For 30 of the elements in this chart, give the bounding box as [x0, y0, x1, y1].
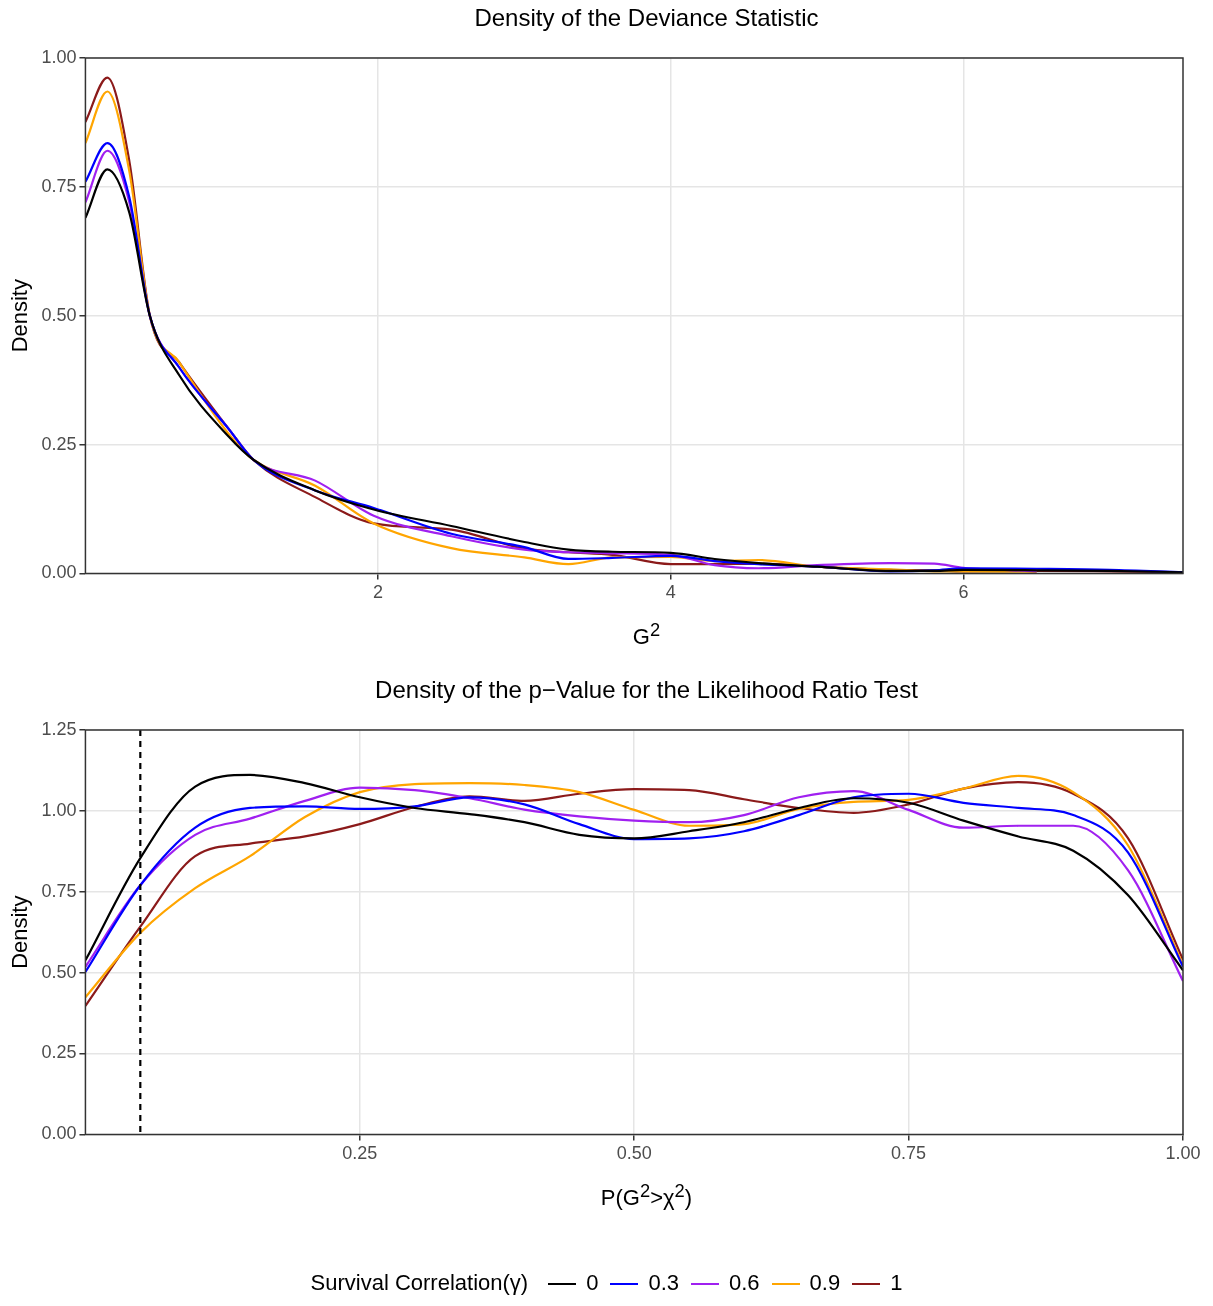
legend-label: 0 [586, 1270, 599, 1295]
y-axis-title: Density [7, 279, 33, 353]
chart-title: Density of the Deviance Statistic [473, 4, 820, 32]
x-tick-label: 0.75 [891, 1143, 927, 1164]
y-tick-label: 1.00 [41, 46, 77, 67]
x-axis-title: G$^{2}$ [631, 619, 662, 651]
y-tick-label: 0.75 [41, 880, 77, 901]
x-axis-title: P(G$^{2}$>χ$^{2}$) [599, 1180, 694, 1212]
y-tick-label: 0.50 [41, 304, 77, 325]
x-tick-label: 4 [665, 582, 676, 603]
y-tick-label: 0.75 [41, 175, 77, 196]
x-tick-label: 0.25 [342, 1143, 378, 1164]
y-tick-label: 1.25 [41, 718, 77, 739]
legend-title: Survival Correlation(γ) [310, 1270, 529, 1295]
y-tick-label: 0.00 [41, 562, 77, 583]
chart-title: Density of the p−Value for the Likelihood Ratio Test [374, 676, 919, 704]
y-tick-label: 0.00 [41, 1123, 77, 1144]
x-tick-label: 0.50 [616, 1143, 652, 1164]
x-tick-label: 1.00 [1165, 1143, 1201, 1164]
legend-label: 1 [890, 1270, 903, 1295]
legend-label: 0.9 [809, 1270, 841, 1295]
y-tick-label: 1.00 [41, 799, 77, 820]
y-axis-title: Density [7, 895, 33, 969]
legend-label: 0.6 [729, 1270, 760, 1295]
y-tick-label: 0.25 [41, 433, 77, 454]
y-tick-label: 0.50 [41, 961, 77, 982]
x-tick-label: 6 [958, 582, 969, 603]
y-tick-label: 0.25 [41, 1042, 77, 1063]
legend-label: 0.3 [648, 1270, 680, 1295]
x-tick-label: 2 [373, 582, 384, 603]
